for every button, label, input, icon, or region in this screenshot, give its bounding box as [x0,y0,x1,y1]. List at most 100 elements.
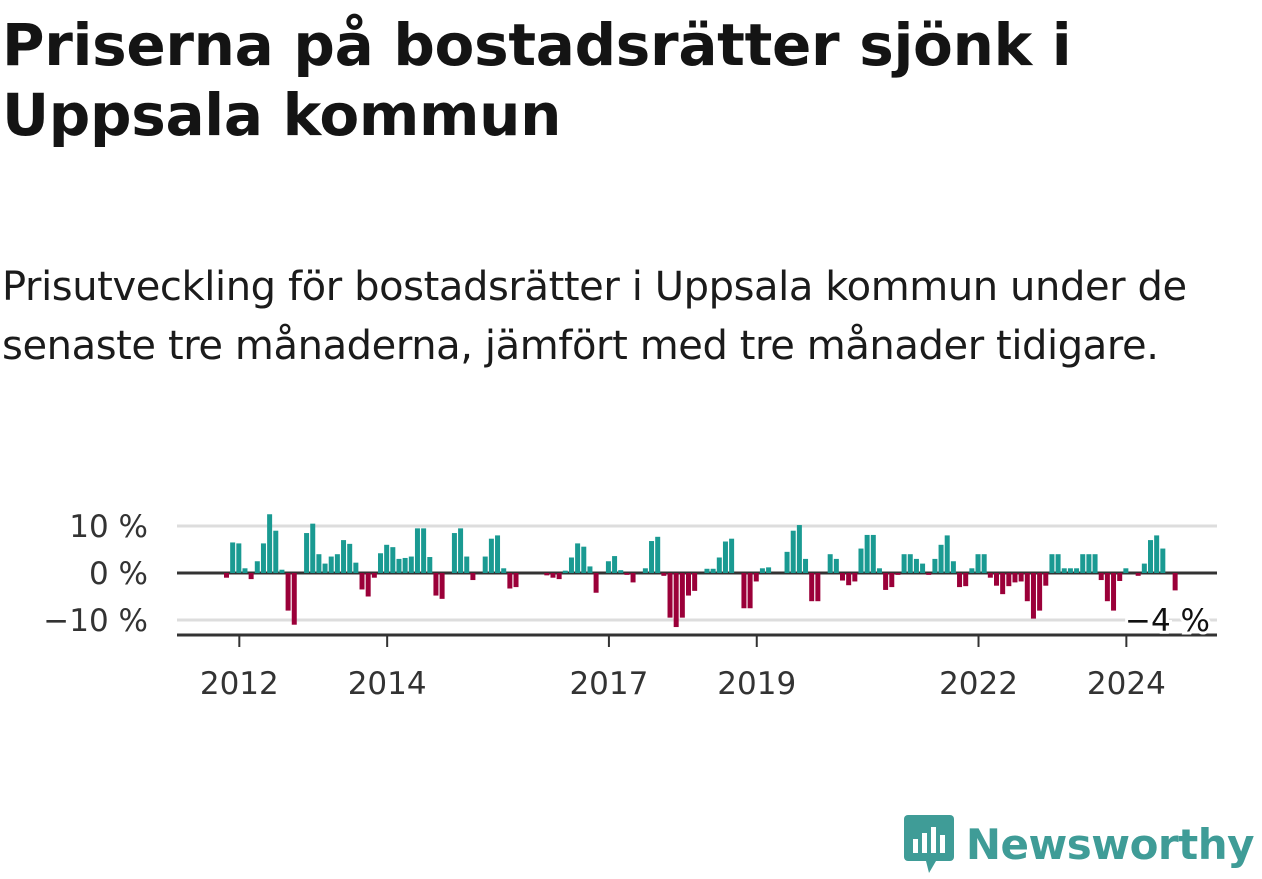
bar [987,573,993,578]
bar [581,546,587,573]
bar [575,543,581,573]
bar [1037,573,1043,611]
bar [876,568,882,573]
bar [402,557,408,573]
bar [1135,573,1141,576]
bar [593,573,599,593]
bar [421,528,427,573]
x-tick-label: 2019 [717,666,796,702]
bar [741,573,747,609]
bar [384,544,390,573]
y-tick-label: 10 % [69,509,148,545]
bar [1049,554,1055,573]
bar [827,554,833,573]
bar [716,557,722,573]
bar [747,573,753,609]
bar [1055,554,1061,573]
bar [642,568,648,573]
bar [230,542,236,573]
bar [254,561,260,573]
bar [396,558,402,573]
bar [488,538,494,573]
bar [260,543,266,573]
bar [1154,535,1160,573]
bar [1000,573,1006,595]
axes: 10 % 0 % −10 % 2012 2014 2017 2019 2022 2024 [43,509,1217,702]
bar [920,563,926,573]
bar [1123,568,1129,573]
bars [224,514,1178,628]
bar [938,544,944,573]
bar [1074,568,1080,573]
bar [981,554,987,573]
bar [470,573,476,581]
bar [950,561,956,573]
bar [433,573,439,596]
bar [994,573,999,586]
bar [901,554,907,573]
y-tick-label: 0 % [89,556,148,592]
bar [796,525,802,573]
bar [1006,573,1012,587]
bar [926,573,932,575]
bar [322,563,328,573]
bar [285,573,291,611]
bar [618,570,624,573]
bar [562,570,568,573]
bar [852,573,858,582]
bar [458,528,464,573]
bar [1043,573,1049,586]
bar [722,541,728,573]
bar [870,534,876,573]
bar [1104,573,1110,602]
bar [963,573,969,587]
bar [649,541,655,573]
x-tick-label: 2022 [939,666,1018,702]
bar [236,543,242,573]
bar [759,568,765,573]
bar [1030,573,1036,619]
bar [310,523,316,573]
bar [667,573,673,618]
bar [495,535,501,573]
bar [378,553,383,573]
bar [630,573,636,583]
bar [913,558,919,573]
bar [1160,548,1166,573]
bar [359,573,365,590]
bar [279,569,285,573]
bar [815,573,821,602]
bar [944,535,950,573]
bar [513,573,519,588]
bar [1172,573,1178,591]
bar [451,533,457,573]
bar [1141,563,1147,573]
bar [304,533,310,573]
bar [889,573,895,588]
bar [334,554,340,573]
bar [273,530,279,573]
x-tick-label: 2017 [569,666,648,702]
bar [895,573,901,575]
bar [390,547,396,573]
bar [858,548,864,573]
bar [267,514,273,573]
bar [692,573,698,591]
bar [316,554,322,573]
bar [605,561,611,573]
bar [790,530,796,573]
bar [686,573,691,596]
bar [1092,554,1098,573]
bar [544,573,550,576]
bar [840,573,845,581]
bar [501,568,507,573]
bar [704,568,710,573]
bar [507,573,513,589]
bar [624,573,630,575]
end-value-label: −4 % [1125,603,1210,639]
bar [864,534,870,573]
bar [408,556,414,573]
bar [784,551,790,573]
bar [248,573,254,580]
bar [809,573,815,602]
